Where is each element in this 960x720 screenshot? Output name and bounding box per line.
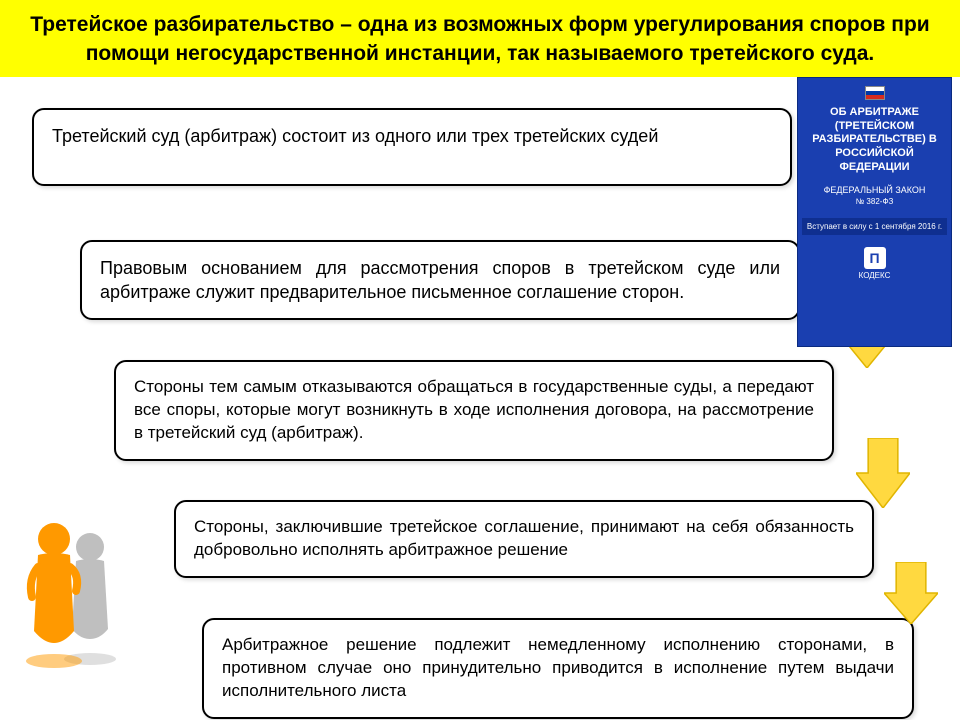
book-effective: Вступает в силу с 1 сентября 2016 г.: [802, 218, 947, 235]
arrow-down-3: [856, 438, 910, 508]
info-box-3: Стороны тем самым отказываются обращатьс…: [114, 360, 834, 461]
info-box-2: Правовым основанием для рассмотрения спо…: [80, 240, 800, 321]
box-text: Третейский суд (арбитраж) состоит из одн…: [52, 126, 658, 146]
info-box-1: Третейский суд (арбитраж) состоит из одн…: [32, 108, 792, 186]
book-title: ОБ АРБИТРАЖЕ (ТРЕТЕЙСКОМ РАЗБИРАТЕЛЬСТВЕ…: [804, 106, 945, 175]
box-text: Стороны тем самым отказываются обращатьс…: [134, 377, 814, 442]
book-publisher: КОДЕКС: [804, 271, 945, 280]
book-cover: ОБ АРБИТРАЖЕ (ТРЕТЕЙСКОМ РАЗБИРАТЕЛЬСТВЕ…: [797, 77, 952, 347]
header-banner: Третейское разбирательство – одна из воз…: [0, 0, 960, 77]
arrow-down-4: [884, 562, 938, 624]
info-box-4: Стороны, заключившие третейское соглашен…: [174, 500, 874, 578]
box-text: Арбитражное решение подлежит немедленном…: [222, 635, 894, 700]
box-text: Правовым основанием для рассмотрения спо…: [100, 258, 780, 302]
flag-icon: [865, 86, 885, 100]
book-num: № 382-ФЗ: [804, 197, 945, 206]
publisher-icon: П: [864, 247, 886, 269]
people-icon: [18, 509, 128, 669]
header-title: Третейское разбирательство – одна из воз…: [30, 13, 929, 65]
content-area: Третейский суд (арбитраж) состоит из одн…: [0, 77, 960, 687]
box-text: Стороны, заключившие третейское соглашен…: [194, 517, 854, 559]
info-box-5: Арбитражное решение подлежит немедленном…: [202, 618, 914, 719]
book-law: ФЕДЕРАЛЬНЫЙ ЗАКОН: [804, 185, 945, 195]
